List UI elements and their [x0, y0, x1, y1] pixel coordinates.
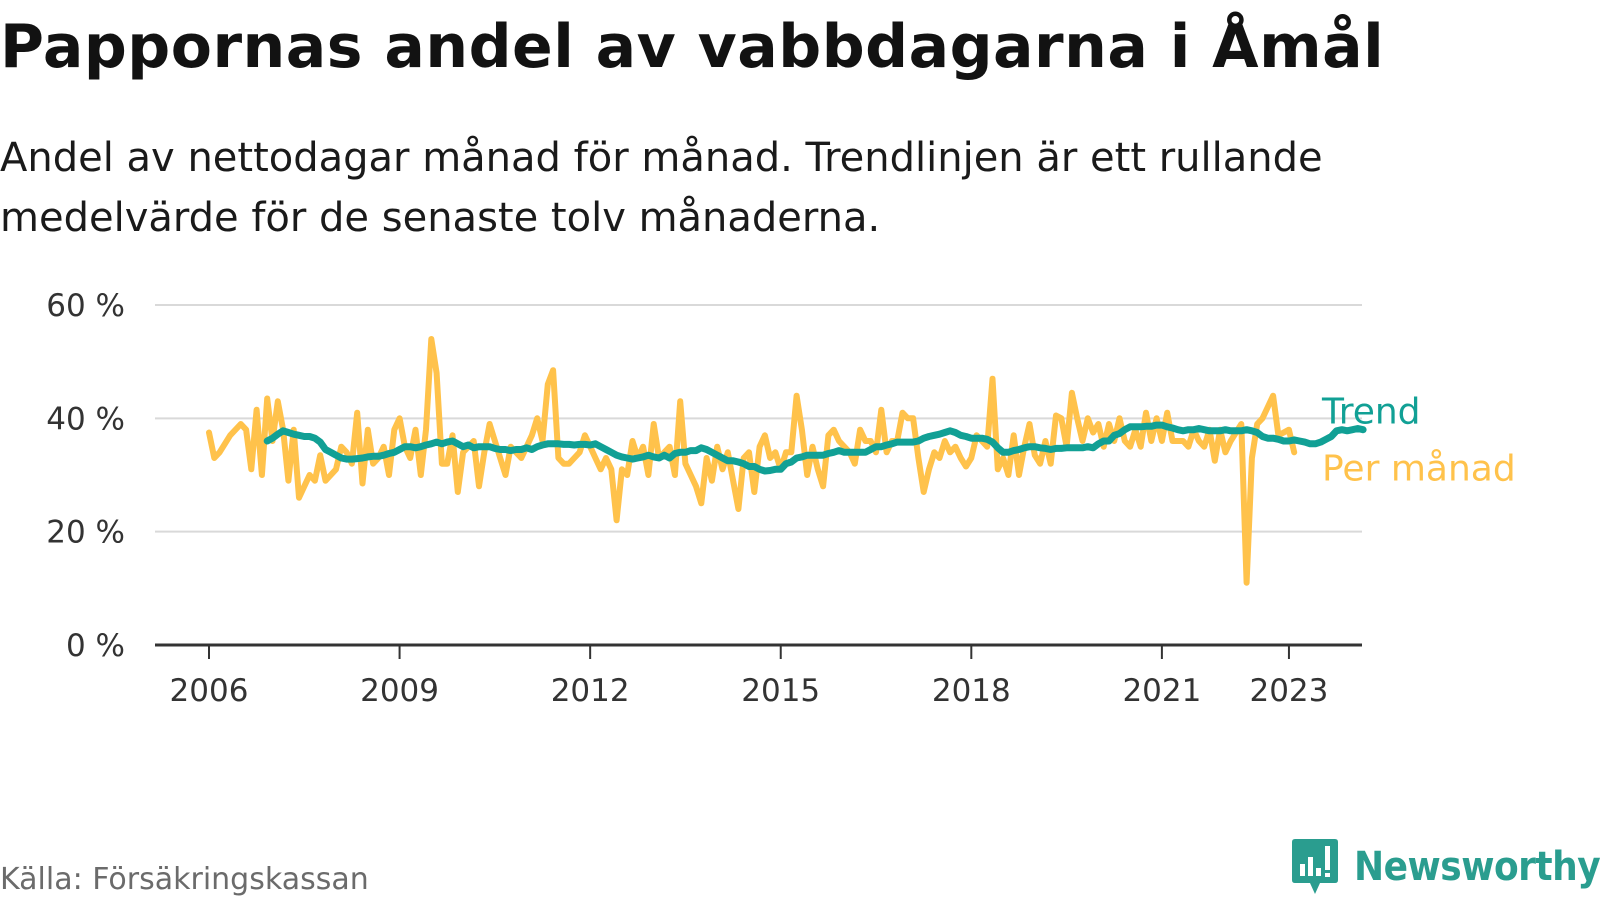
x-axis-ticks: 2006 2009 2012 2015 2018 2021 2023 — [170, 645, 1328, 709]
y-tick-label: 60 % — [46, 288, 125, 324]
series-line-monthly — [206, 336, 1298, 586]
x-tick-label: 2015 — [741, 673, 820, 709]
x-tick-label: 2012 — [551, 673, 630, 709]
y-tick-label: 0 % — [66, 628, 125, 664]
brand-name: Newsworthy — [1354, 844, 1600, 890]
series-label-monthly: Per månad — [1322, 448, 1516, 489]
newsworthy-logo-icon — [1292, 839, 1338, 894]
chart-subtitle: Andel av nettodagar månad för månad. Tre… — [0, 135, 1323, 241]
y-tick-label: 20 % — [46, 515, 125, 551]
y-axis-ticks: 0 % 20 % 40 % 60 % — [46, 288, 125, 664]
series-line-trend — [263, 421, 1367, 475]
series-labels: Trend Per månad — [1321, 392, 1516, 490]
x-tick-label: 2009 — [360, 673, 439, 709]
newsworthy-logo: Newsworthy — [1290, 838, 1600, 896]
y-tick-label: 40 % — [46, 401, 125, 437]
x-tick-label: 2021 — [1122, 673, 1201, 709]
page-title: Pappornas andel av vabbdagarna i Åmål — [0, 12, 1385, 82]
x-tick-label: 2018 — [932, 673, 1011, 709]
series-label-trend: Trend — [1321, 392, 1421, 433]
series-lines — [206, 336, 1367, 586]
x-tick-label: 2006 — [170, 673, 249, 709]
x-tick-label: 2023 — [1249, 673, 1328, 709]
source-credit: Källa: Försäkringskassan — [0, 862, 369, 897]
